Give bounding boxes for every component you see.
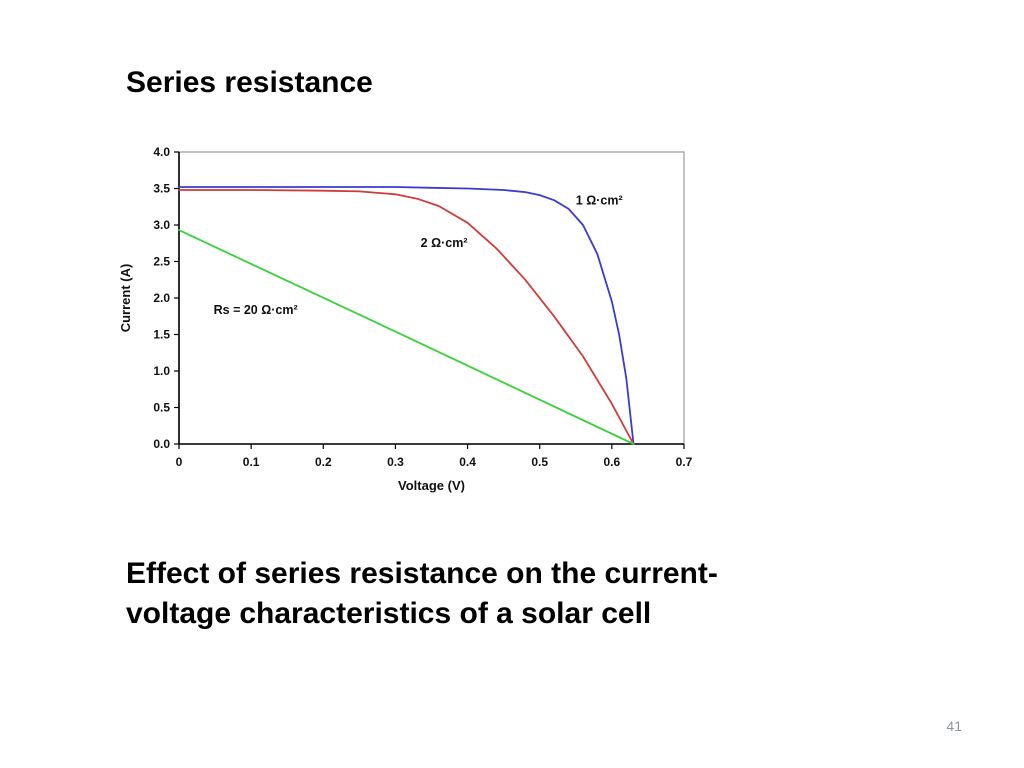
x-tick-label: 0.3 bbox=[387, 455, 404, 469]
series-line-rs-2-ohm bbox=[178, 189, 635, 445]
y-tick-label: 2.0 bbox=[153, 291, 170, 305]
x-tick-label: 0.5 bbox=[531, 455, 548, 469]
series-label-2: Rs = 20 Ω·cm² bbox=[214, 303, 298, 317]
iv-curve-chart: 0.0 0.5 1.0 1.5 2.0 2.5 3.0 3.5 4.0 0 0.1 0.2 0.3 0.4… bbox=[112, 136, 722, 508]
x-axis-title: Voltage (V) bbox=[398, 478, 465, 493]
slide-caption: Effect of series resistance on the curre… bbox=[126, 554, 906, 634]
caption-line-1: Effect of series resistance on the curre… bbox=[126, 557, 718, 590]
x-tick-label: 0.7 bbox=[676, 455, 693, 469]
x-tick-label: 0.4 bbox=[459, 455, 476, 469]
y-tick-label: 0.0 bbox=[153, 437, 170, 451]
x-tick-label: 0.6 bbox=[604, 455, 621, 469]
caption-line-2: voltage characteristics of a solar cell bbox=[126, 596, 652, 630]
y-tick-label: 2.5 bbox=[153, 255, 170, 269]
series-label-0: 1 Ω·cm² bbox=[576, 194, 623, 208]
y-tick-label: 3.5 bbox=[153, 182, 170, 196]
chart-canvas: 0.0 0.5 1.0 1.5 2.0 2.5 3.0 3.5 4.0 0 0.1 0.2 0.3 0.4… bbox=[118, 145, 693, 493]
series-line-rs-1-ohm bbox=[178, 186, 635, 445]
series-line-rs-20-ohm bbox=[178, 229, 635, 445]
y-axis-title: Current (A) bbox=[118, 264, 133, 333]
x-tick-label: 0.1 bbox=[243, 455, 260, 469]
y-tick-label: 1.5 bbox=[153, 328, 170, 342]
y-tick-label: 4.0 bbox=[153, 145, 170, 159]
series-label-1: 2 Ω·cm² bbox=[421, 236, 468, 250]
y-tick-label: 0.5 bbox=[153, 401, 170, 415]
y-tick-label: 3.0 bbox=[153, 218, 170, 232]
page-number: 41 bbox=[946, 718, 962, 734]
slide-title: Series resistance bbox=[126, 66, 373, 99]
y-tick-label: 1.0 bbox=[153, 364, 170, 378]
x-tick-label: 0.2 bbox=[315, 455, 332, 469]
x-tick-label: 0 bbox=[176, 455, 183, 469]
